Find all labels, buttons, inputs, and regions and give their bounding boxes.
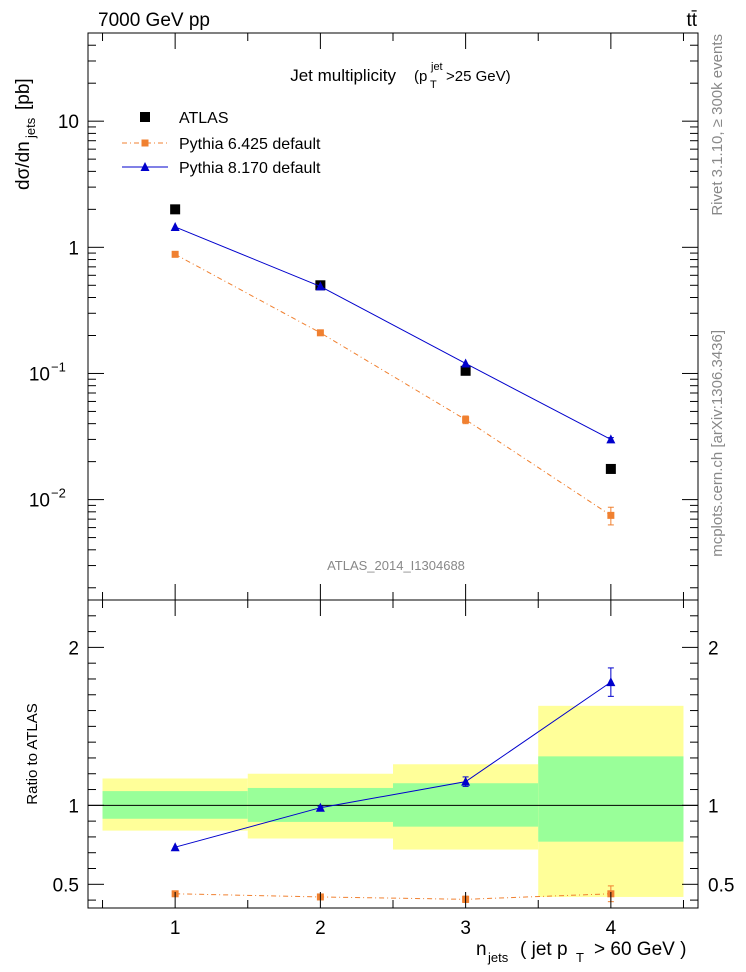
y-axis-title-main: dσ/dn jets [pb] [13,78,38,190]
y-tick-label-ratio-right: 1 [708,796,719,817]
y-axis-title-ratio: Ratio to ATLAS [24,703,41,804]
data-point [460,365,471,376]
chart-title: Jet multiplicity [290,66,396,85]
data-point [606,434,616,444]
svg-text:[pb]: [pb] [13,78,34,110]
data-point [607,511,615,519]
svg-text:T: T [576,950,584,965]
svg-text:dσ/dn: dσ/dn [13,141,34,190]
data-point [170,204,181,215]
y-tick-label-ratio-right: 2 [708,638,719,659]
x-tick-label: 1 [170,918,181,939]
y-tick-label-exponent: −1 [51,359,66,374]
svg-text:>25 GeV): >25 GeV) [446,68,511,85]
energy-label: 7000 GeV pp [98,10,210,31]
data-point [316,329,324,337]
legend-marker [140,162,150,171]
series-line [175,893,611,900]
svg-text:jet: jet [430,61,443,73]
y-tick-label-ratio-right: 0.5 [708,875,734,896]
x-tick-label: 2 [315,918,326,939]
series-line [174,226,612,440]
legend-label: Pythia 6.425 default [179,136,321,153]
y-tick-label-main: 10 −1 [29,359,66,385]
data-point [170,221,180,231]
legend-marker [140,112,150,122]
x-tick-label: 4 [606,918,617,939]
y-tick-label-main: 10 −2 [29,486,66,512]
x-tick-label: 3 [460,918,471,939]
legend-label: Pythia 8.170 default [179,160,321,177]
title-cut-label: (p jet T >25 GeV) [414,61,511,91]
source-label: mcplots.cern.ch [arXiv:1306.3436] [709,330,726,557]
data-point [315,281,325,291]
svg-text:> 60 GeV ): > 60 GeV ) [594,939,686,960]
y-tick-label-base: 10 [29,364,50,385]
data-point [606,677,616,687]
y-tick-label-ratio: 2 [68,638,79,659]
legend: ATLAS Pythia 6.425 default Pythia 8.170 de… [122,110,321,177]
svg-text:n: n [476,939,487,960]
series-pythia-6-425-default [171,250,615,526]
data-point [170,842,180,852]
ratio-plot-panel: 0.5 0.5 1 1 2 2 1 2 3 4 Ratio to ATLAS n jets ( j… [24,599,734,965]
y-tick-label-ratio: 0.5 [53,875,79,896]
legend-label: ATLAS [179,110,229,127]
data-point [171,250,179,258]
analysis-watermark: ATLAS_2014_I1304688 [327,558,465,573]
y-tick-label-ratio: 1 [68,796,79,817]
svg-text:jets: jets [487,950,509,965]
data-point [315,802,325,812]
series-line [175,681,612,848]
data-point [462,416,470,424]
ratio-series-pythia-8-170-default [170,667,616,852]
svg-text:jets: jets [23,117,38,139]
y-tick-label-main: 10 [58,112,79,133]
data-point [461,358,471,368]
svg-text:T: T [430,79,437,91]
uncertainty-band-inner [538,756,684,842]
main-plot-frame [87,32,699,601]
series-pythia-8-170-default [170,221,616,444]
process-label: tt̄ [686,10,697,31]
y-tick-label-base: 10 [29,491,50,512]
svg-text:( jet p: ( jet p [520,939,568,960]
svg-text:(p: (p [414,68,427,85]
x-axis-title: n jets ( jet p T > 60 GeV ) [476,939,686,965]
series-line [174,253,612,516]
data-point [605,463,616,474]
data-point [461,776,471,786]
legend-marker [141,139,149,147]
y-tick-label-exponent: −2 [51,486,66,501]
rivet-label: Rivet 3.1.10, ≥ 300k events [709,34,726,216]
y-tick-label-main: 1 [68,238,79,259]
